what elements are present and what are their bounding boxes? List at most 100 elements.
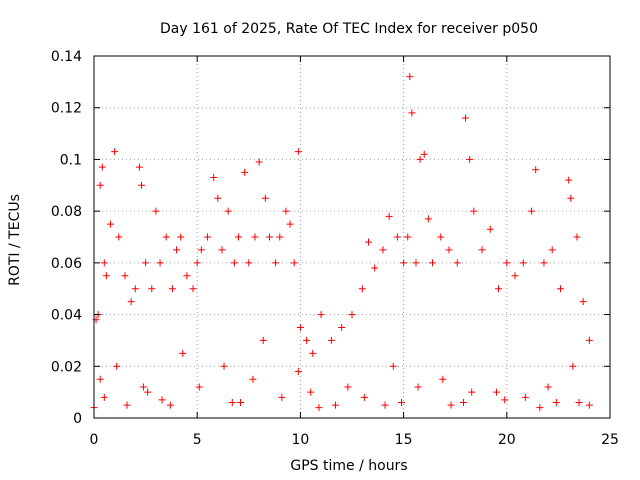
data-point bbox=[179, 349, 187, 357]
data-point bbox=[113, 362, 121, 370]
y-tick-label: 0.04 bbox=[51, 308, 82, 324]
data-points bbox=[90, 73, 593, 412]
data-point bbox=[528, 207, 536, 215]
data-point bbox=[348, 311, 356, 319]
data-point bbox=[218, 246, 226, 254]
data-point bbox=[296, 324, 304, 331]
data-point bbox=[251, 233, 259, 241]
data-point bbox=[414, 383, 422, 391]
data-point bbox=[565, 176, 573, 184]
data-point bbox=[189, 285, 197, 293]
plot-frame bbox=[93, 55, 611, 419]
data-point bbox=[135, 163, 143, 171]
data-point bbox=[286, 220, 294, 228]
data-point bbox=[567, 194, 575, 202]
data-point bbox=[331, 401, 339, 409]
data-point bbox=[162, 233, 170, 241]
data-point bbox=[234, 233, 242, 241]
data-point bbox=[393, 233, 401, 241]
data-point bbox=[416, 155, 424, 163]
data-point bbox=[127, 298, 135, 306]
data-point bbox=[100, 393, 108, 401]
data-point bbox=[478, 246, 486, 254]
data-point bbox=[540, 259, 548, 267]
data-point bbox=[585, 401, 593, 409]
data-point bbox=[158, 396, 166, 404]
data-point bbox=[214, 194, 222, 202]
data-point bbox=[404, 233, 412, 241]
data-point bbox=[282, 207, 290, 215]
data-point bbox=[569, 362, 577, 370]
data-point bbox=[230, 259, 238, 267]
data-point bbox=[575, 398, 583, 406]
axes: 0 5 10 15 20 25 0 0.02 0.04 0.06 0.08 0.1 0.12 0.14 bbox=[51, 49, 619, 448]
grid bbox=[94, 56, 610, 418]
data-point bbox=[447, 401, 455, 409]
data-point bbox=[307, 388, 315, 396]
data-point bbox=[358, 285, 366, 293]
data-point bbox=[406, 73, 414, 81]
data-point bbox=[408, 109, 416, 117]
data-point bbox=[389, 362, 397, 370]
data-point bbox=[111, 148, 119, 156]
data-point bbox=[309, 349, 317, 357]
data-point bbox=[552, 398, 560, 406]
data-point bbox=[400, 259, 408, 267]
data-point bbox=[511, 272, 519, 280]
data-point bbox=[492, 388, 500, 396]
x-tick-label: 20 bbox=[498, 432, 516, 448]
data-point bbox=[261, 194, 269, 202]
y-tick-label: 0.14 bbox=[51, 49, 82, 65]
data-point bbox=[381, 401, 389, 409]
data-point bbox=[96, 181, 104, 189]
data-point bbox=[144, 388, 152, 396]
data-point bbox=[204, 233, 212, 241]
data-point bbox=[148, 285, 156, 293]
data-point bbox=[156, 259, 164, 267]
y-tick-label: 0.12 bbox=[51, 101, 82, 117]
data-point bbox=[503, 259, 511, 267]
data-point bbox=[166, 401, 174, 409]
data-point bbox=[385, 212, 393, 220]
data-point bbox=[255, 158, 263, 166]
data-point bbox=[519, 259, 527, 267]
data-point bbox=[107, 220, 115, 228]
y-tick-label: 0.06 bbox=[51, 256, 82, 272]
data-point bbox=[140, 383, 148, 391]
data-point bbox=[173, 246, 181, 254]
data-point bbox=[585, 336, 593, 344]
data-point bbox=[142, 259, 150, 267]
data-point bbox=[152, 207, 160, 215]
data-point bbox=[462, 114, 470, 122]
data-point bbox=[521, 393, 529, 401]
data-point bbox=[420, 150, 428, 158]
data-point bbox=[195, 383, 203, 391]
data-point bbox=[379, 246, 387, 254]
y-tick-label: 0.02 bbox=[51, 359, 82, 375]
data-point bbox=[177, 233, 185, 241]
data-point bbox=[228, 398, 236, 406]
data-point bbox=[495, 285, 503, 293]
data-point bbox=[197, 246, 205, 254]
data-point bbox=[115, 233, 123, 241]
data-point bbox=[437, 233, 445, 241]
data-point bbox=[556, 285, 564, 293]
x-axis-label: GPS time / hours bbox=[290, 458, 407, 474]
data-point bbox=[102, 272, 110, 280]
data-point bbox=[459, 398, 467, 406]
data-point bbox=[315, 404, 323, 412]
data-point bbox=[532, 166, 540, 174]
data-point bbox=[98, 163, 106, 171]
data-point bbox=[466, 155, 474, 163]
data-point bbox=[412, 259, 420, 267]
data-point bbox=[445, 246, 453, 254]
data-point bbox=[290, 259, 298, 267]
data-point bbox=[344, 383, 352, 391]
data-point bbox=[272, 259, 280, 267]
data-point bbox=[96, 375, 104, 383]
x-tick-label: 5 bbox=[193, 432, 202, 448]
data-point bbox=[439, 375, 447, 383]
x-tick-label: 15 bbox=[395, 432, 413, 448]
data-point bbox=[123, 401, 131, 409]
data-point bbox=[137, 181, 145, 189]
